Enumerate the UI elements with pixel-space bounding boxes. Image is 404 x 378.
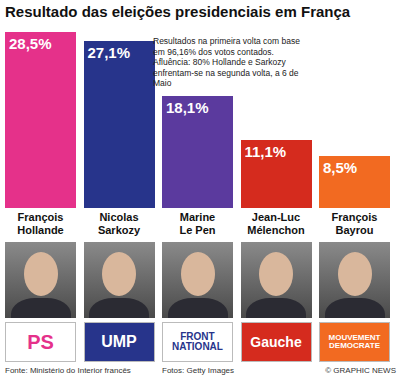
- party-logo: Gauche: [241, 322, 312, 362]
- category-label: FrançoisBayrou: [315, 211, 394, 237]
- credits: Fotos: Getty Images: [162, 366, 234, 375]
- photo-face: [102, 252, 136, 296]
- annotation: Resultados na primeira volta com base em…: [153, 36, 313, 89]
- data-label: 8,5%: [323, 159, 357, 176]
- party-logo: MOUVEMENT DEMOCRATE: [319, 322, 390, 362]
- photo-body: [246, 298, 306, 318]
- bar: [84, 41, 155, 208]
- copyright: © GRAPHIC NEWS: [325, 366, 396, 375]
- photo: [5, 242, 76, 318]
- photo-body: [325, 298, 385, 318]
- photo: [162, 242, 233, 318]
- chart-root: Resultado das eleições presidenciais em …: [0, 0, 404, 378]
- party-logo: UMP: [84, 322, 155, 362]
- title: Resultado das eleições presidenciais em …: [5, 3, 350, 20]
- photo: [84, 242, 155, 318]
- category-label: MarineLe Pen: [158, 211, 237, 237]
- photo: [319, 242, 390, 318]
- source: Fonte: Ministério do Interior francês: [5, 366, 131, 375]
- bar: [5, 32, 76, 208]
- photo-face: [259, 252, 293, 296]
- photo-body: [89, 298, 149, 318]
- category-label: FrançoisHollande: [1, 211, 80, 237]
- photo: [241, 242, 312, 318]
- photo-body: [11, 298, 71, 318]
- photo-face: [181, 252, 215, 296]
- category-label: NicolasSarkozy: [80, 211, 159, 237]
- data-label: 11,1%: [245, 143, 287, 160]
- photo-face: [24, 252, 58, 296]
- data-label: 28,5%: [9, 35, 52, 52]
- data-label: 18,1%: [166, 99, 209, 116]
- category-label: Jean-LucMélenchon: [237, 211, 316, 237]
- party-logo: PS: [5, 322, 76, 362]
- data-label: 27,1%: [88, 44, 131, 61]
- photo-face: [338, 252, 372, 296]
- photo-body: [168, 298, 228, 318]
- party-logo: FRONT NATIONAL: [162, 322, 233, 362]
